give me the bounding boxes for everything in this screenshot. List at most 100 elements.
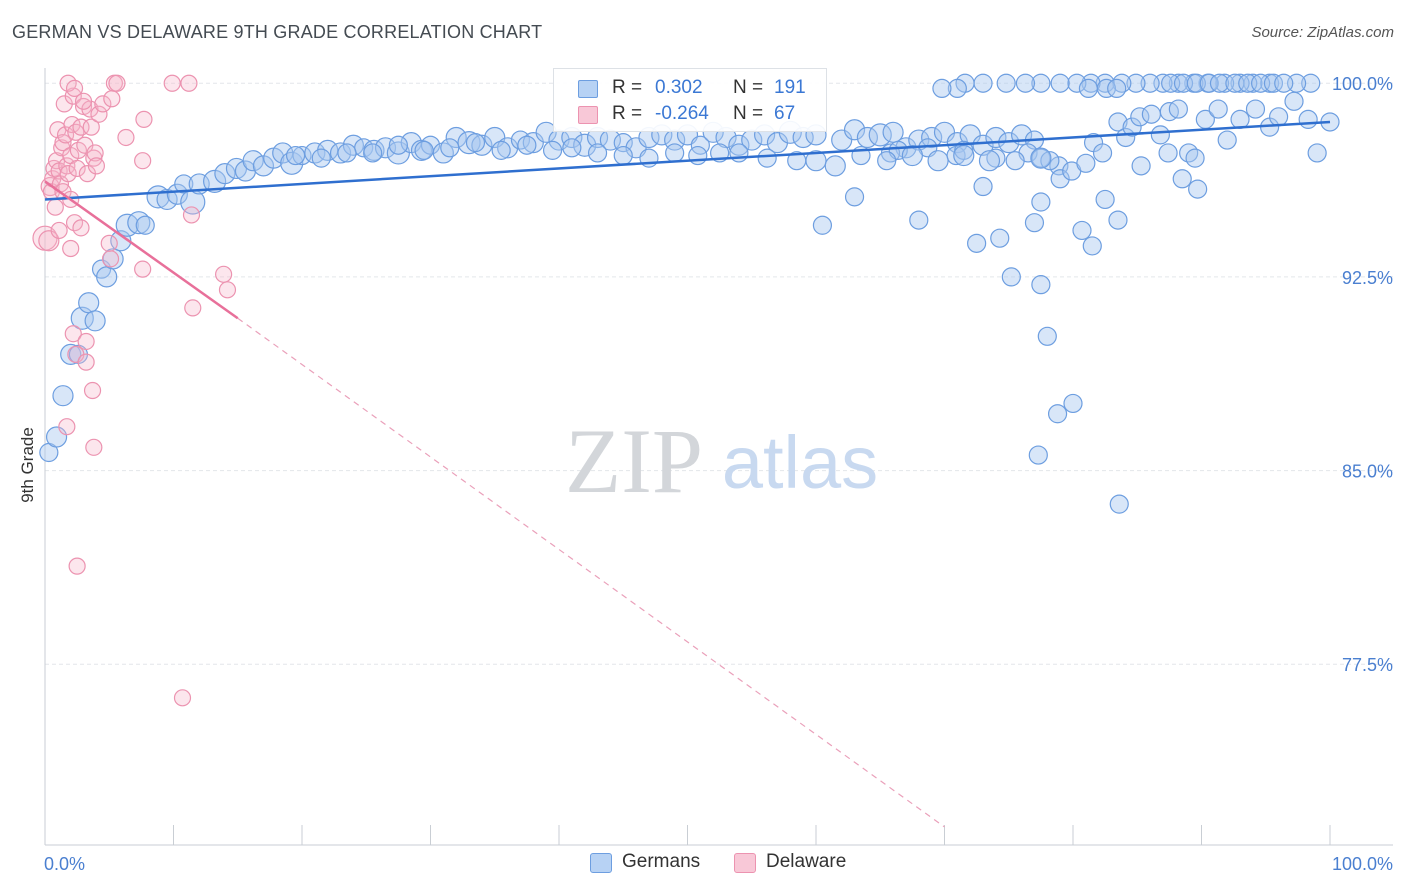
germans-point: [1001, 267, 1021, 287]
delaware-n-value: 67: [774, 103, 796, 124]
germans-point: [1067, 73, 1087, 93]
germans-point: [1307, 143, 1327, 163]
germans-point: [311, 148, 331, 168]
germans-point: [214, 163, 236, 185]
germans-point: [491, 140, 511, 160]
germans-point: [986, 148, 1006, 168]
delaware-point: [68, 159, 86, 178]
delaware-trend-extension: [237, 317, 945, 828]
germans-point: [665, 143, 685, 163]
germans-point: [542, 140, 563, 160]
germans-point: [729, 143, 749, 163]
germans-point: [174, 174, 194, 194]
delaware-point: [46, 198, 64, 216]
watermark-zip: ZIP: [565, 410, 703, 512]
germans-point: [613, 145, 633, 166]
germans-point: [374, 137, 397, 159]
germans-point: [1230, 109, 1250, 129]
germans-point: [1263, 73, 1284, 93]
germans-point: [927, 150, 949, 172]
germans-point: [1209, 73, 1230, 93]
germans-point: [947, 78, 967, 99]
germans-point: [990, 228, 1010, 248]
delaware-point: [103, 90, 121, 108]
y-axis-label: 9th Grade: [18, 427, 37, 503]
germans-point: [1131, 156, 1151, 176]
source-label: Source: ZipAtlas.com: [1251, 24, 1394, 41]
germans-point: [1024, 213, 1045, 233]
germans-point: [1076, 153, 1096, 173]
germans-point: [1126, 73, 1146, 93]
germans-point: [1063, 393, 1083, 414]
delaware-point: [184, 299, 202, 317]
germans-point: [440, 138, 460, 158]
y-tick-label: 92.5%: [1342, 268, 1393, 288]
delaware-point: [182, 206, 201, 224]
germans-point: [1188, 179, 1208, 199]
germans-swatch: [578, 80, 598, 98]
delaware-point: [134, 260, 152, 278]
germans-point: [1141, 104, 1161, 124]
germans-point: [1168, 99, 1188, 119]
germans-point: [78, 292, 100, 314]
germans-point: [973, 73, 993, 93]
germans-n-label: N =: [733, 77, 764, 98]
delaware-point: [64, 325, 82, 343]
germans-point: [1031, 73, 1051, 93]
chart-title: GERMAN VS DELAWARE 9TH GRADE CORRELATION…: [12, 22, 543, 42]
germans-point: [843, 119, 866, 141]
delaware-point: [58, 418, 76, 436]
germans-point: [1096, 78, 1117, 99]
germans-point: [156, 188, 178, 211]
delaware-trend-line: [44, 180, 239, 320]
germans-point: [242, 150, 264, 172]
germans-point: [166, 183, 188, 205]
germans-point: [135, 215, 155, 235]
delaware-point: [77, 353, 95, 371]
germans-point: [812, 215, 833, 235]
germans-point: [292, 145, 312, 166]
delaware-legend-label: Delaware: [766, 851, 847, 872]
delaware-point: [87, 157, 106, 175]
germans-point: [1158, 143, 1178, 163]
germans-point: [445, 126, 467, 149]
germans-legend-swatch: [590, 853, 612, 873]
germans-point: [52, 385, 74, 407]
axes: [44, 68, 1393, 846]
germans-point: [1298, 109, 1318, 129]
germans-point: [535, 121, 557, 143]
germans-point: [1150, 125, 1170, 145]
germans-point: [1122, 117, 1142, 137]
germans-point: [868, 123, 892, 147]
delaware-point: [90, 105, 108, 123]
y-tick-label: 85.0%: [1342, 462, 1393, 482]
delaware-point: [94, 95, 112, 113]
germans-point: [1030, 147, 1052, 169]
germans-point: [1050, 73, 1070, 93]
germans-point: [877, 151, 897, 171]
germans-point: [824, 155, 846, 177]
germans-point: [337, 143, 357, 163]
germans-point: [414, 140, 434, 160]
germans-point: [304, 142, 326, 164]
germans-point: [471, 134, 493, 156]
delaware-point: [215, 265, 233, 283]
germans-point: [978, 150, 1001, 172]
delaware-point: [108, 74, 126, 92]
delaware-swatch: [578, 106, 598, 124]
germans-point: [562, 138, 582, 158]
germans-point: [510, 130, 531, 150]
germans-point: [973, 176, 993, 197]
delaware-point: [72, 219, 90, 237]
germans-point: [1095, 189, 1115, 210]
germans-trend-line: [44, 120, 1331, 201]
germans-point: [1082, 236, 1102, 256]
delaware-r-value: -0.264: [655, 103, 709, 124]
germans-point: [1245, 99, 1266, 119]
germans-r-label: R =: [612, 77, 643, 98]
germans-point: [1031, 192, 1051, 212]
delaware-point: [135, 110, 153, 128]
germans-point: [497, 137, 519, 159]
germans-point: [573, 133, 597, 157]
